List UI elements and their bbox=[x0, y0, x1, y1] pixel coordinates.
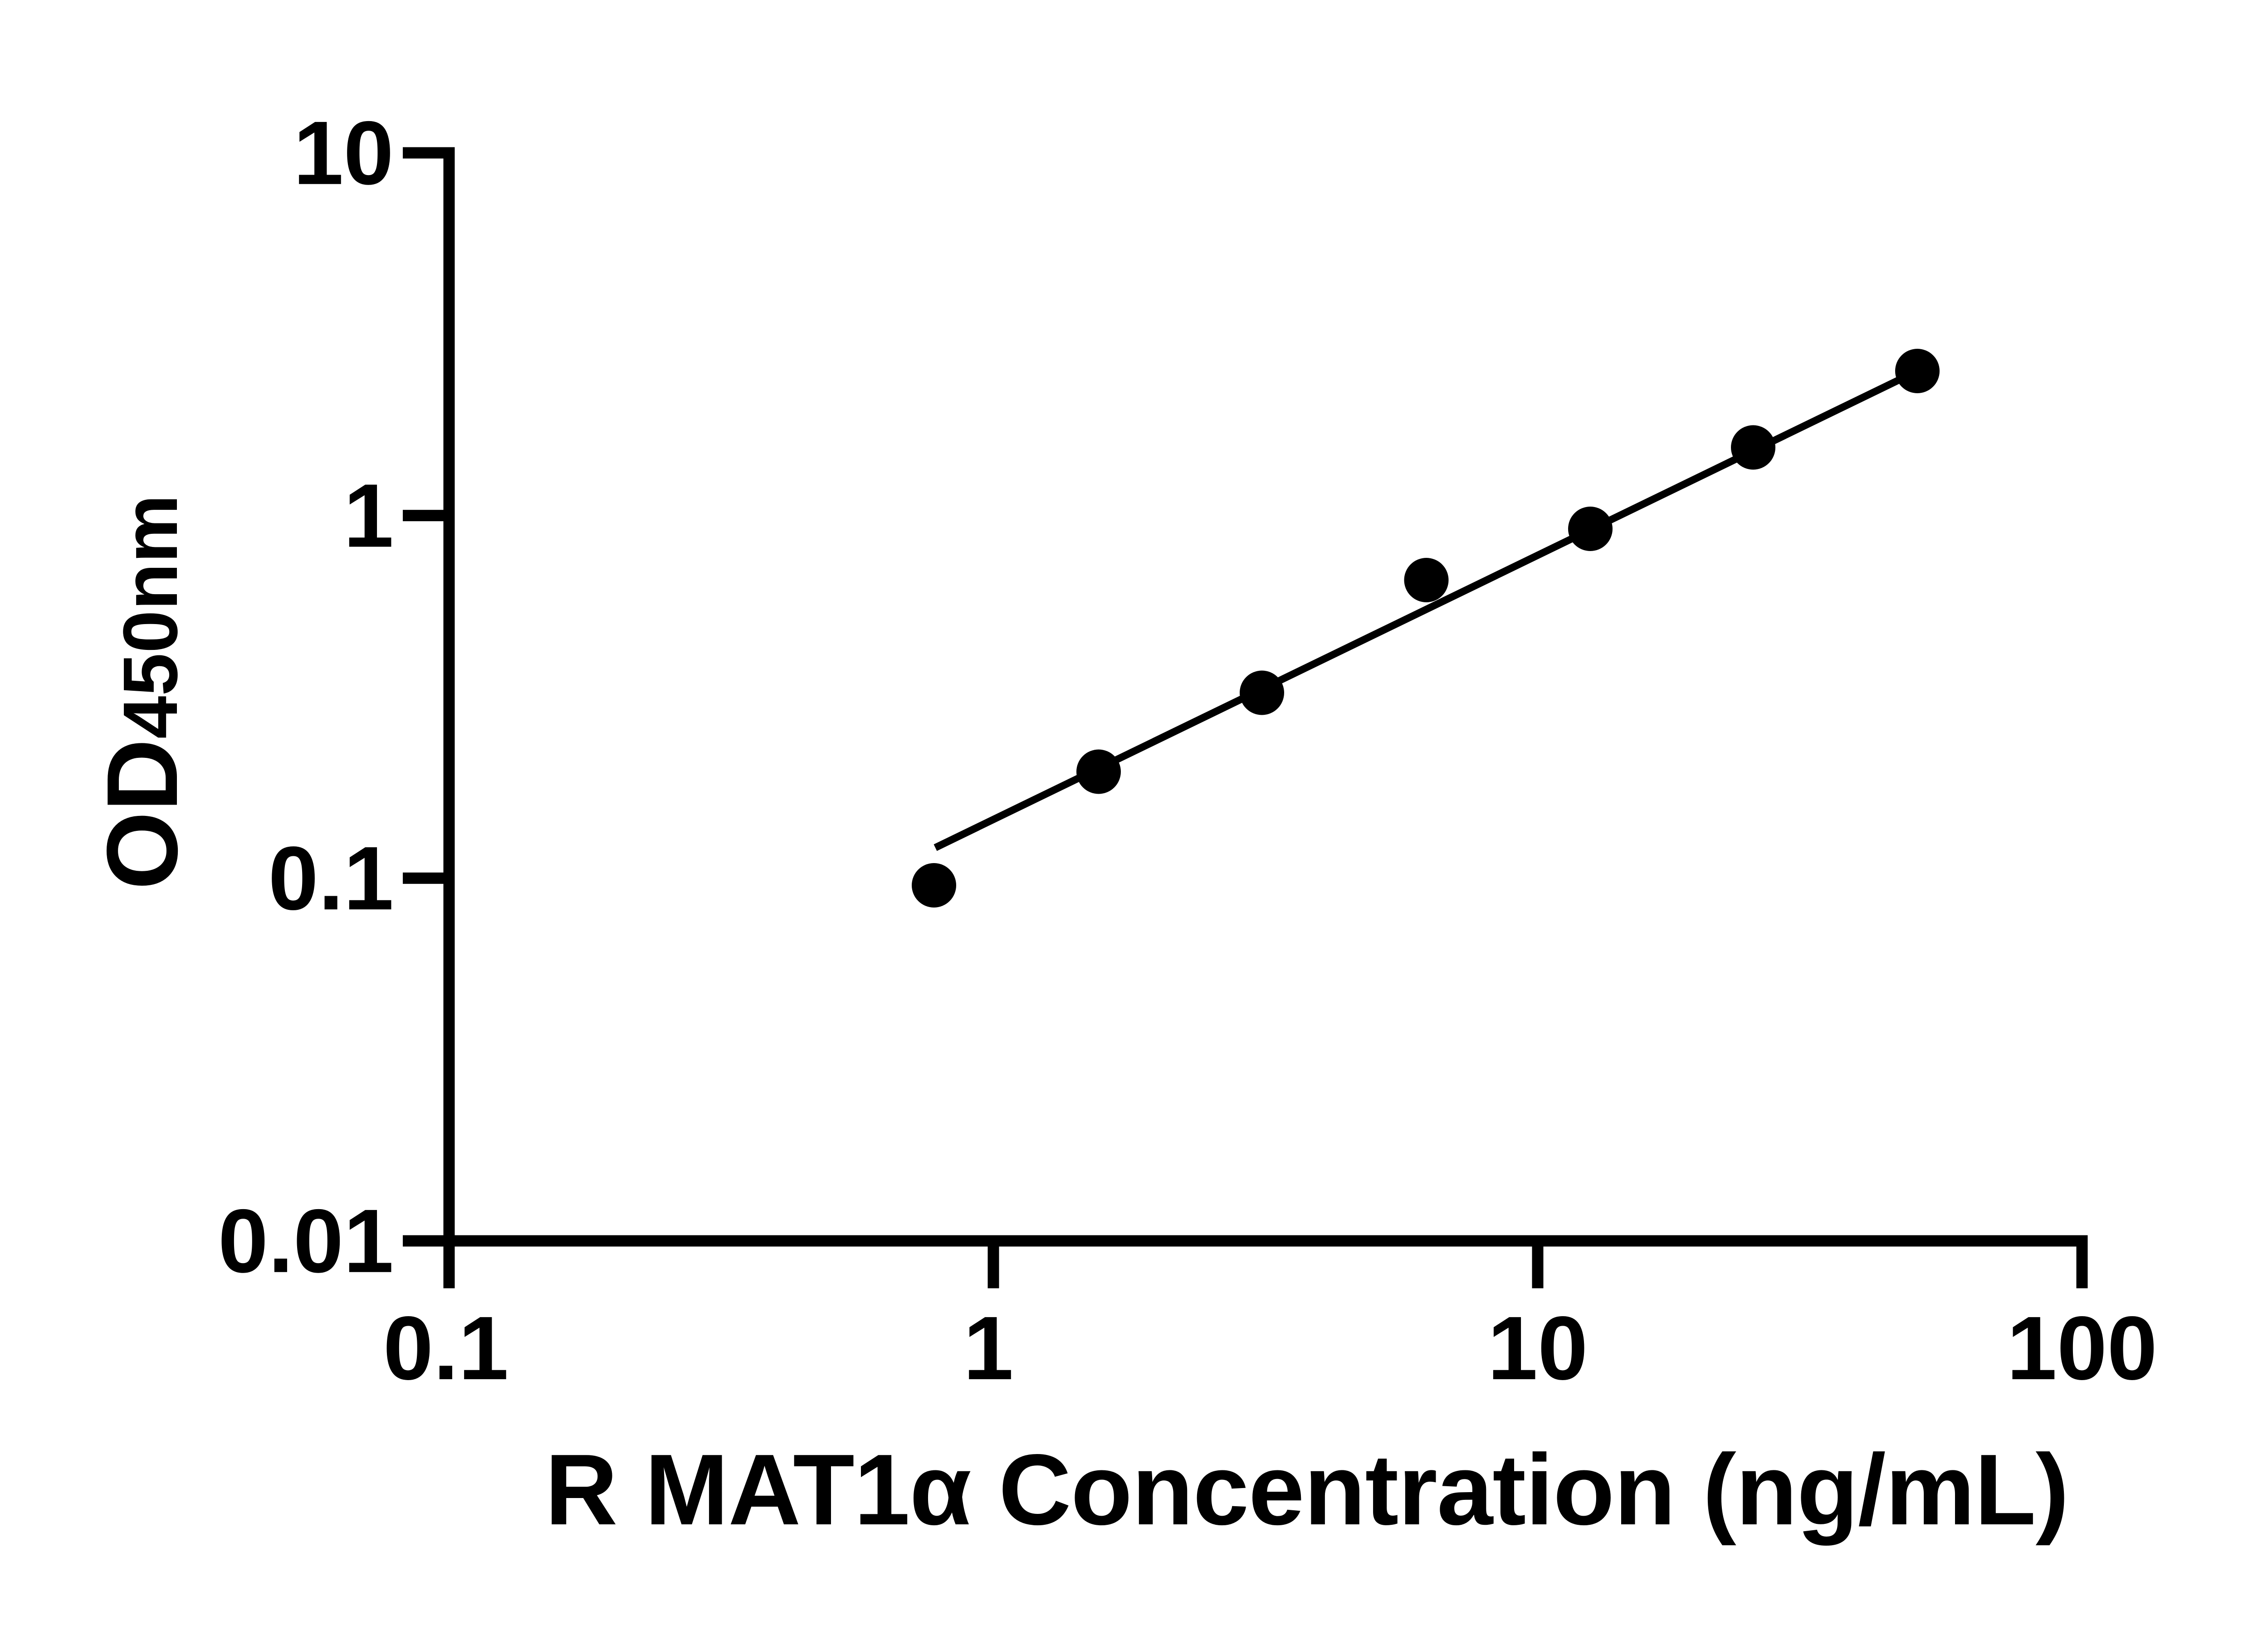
svg-text:0.1: 0.1 bbox=[268, 828, 394, 929]
svg-text:1: 1 bbox=[963, 1298, 1014, 1399]
svg-text:100: 100 bbox=[2007, 1298, 2157, 1399]
svg-text:10: 10 bbox=[293, 103, 394, 204]
svg-text:10: 10 bbox=[1487, 1298, 1588, 1399]
svg-text:R MAT1α Concentration (ng/mL): R MAT1α Concentration (ng/mL) bbox=[545, 1434, 2068, 1546]
svg-text:0.1: 0.1 bbox=[383, 1298, 509, 1399]
svg-text:1: 1 bbox=[343, 466, 394, 566]
svg-text:0.01: 0.01 bbox=[218, 1191, 394, 1292]
